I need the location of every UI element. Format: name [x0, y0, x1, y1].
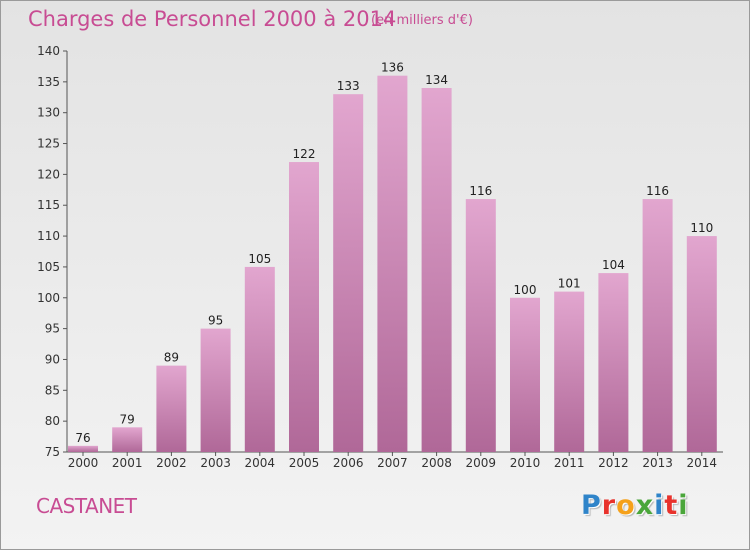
proxiti-logo: Proxiti — [581, 490, 689, 521]
data-label: 136 — [381, 61, 404, 75]
y-tick-label: 140 — [37, 44, 60, 58]
bar — [642, 199, 673, 452]
y-tick-label: 105 — [37, 260, 60, 274]
x-tick-label: 2007 — [377, 456, 408, 470]
bar — [68, 445, 98, 452]
y-tick-label: 95 — [45, 322, 60, 336]
logo-letter: o — [616, 490, 636, 521]
x-tick-label: 2006 — [333, 456, 364, 470]
bar — [465, 199, 496, 452]
bar — [686, 236, 717, 452]
y-tick-label: 125 — [37, 137, 60, 151]
bar — [421, 88, 452, 452]
bar — [112, 427, 143, 452]
data-label: 101 — [558, 277, 581, 291]
x-tick-label: 2001 — [112, 456, 143, 470]
x-tick-label: 2002 — [156, 456, 187, 470]
data-label: 104 — [602, 258, 625, 272]
y-tick-label: 85 — [45, 383, 60, 397]
bar — [244, 266, 275, 452]
data-label: 133 — [337, 79, 360, 93]
y-tick-label: 110 — [37, 229, 60, 243]
chart-labels: 2000 76 2001 79 2002 89 2003 95 2004 105 2005 122 20… — [68, 61, 717, 470]
chart-axes: 75 80 85 90 95 100 105 110 115 120 125 130 135 140 — [37, 44, 723, 459]
x-tick-label: 2003 — [200, 456, 231, 470]
chart-title: Charges de Personnel 2000 à 2014 — [28, 7, 397, 31]
x-tick-label: 2013 — [642, 456, 673, 470]
y-tick-label: 80 — [45, 414, 60, 428]
data-label: 89 — [164, 351, 179, 365]
y-tick-label: 130 — [37, 106, 60, 120]
bar — [156, 365, 187, 452]
commune-name: CASTANET — [36, 494, 137, 518]
bar — [333, 94, 364, 452]
bar — [200, 328, 231, 452]
x-tick-label: 2008 — [421, 456, 452, 470]
logo-letter: r — [601, 490, 617, 521]
data-label: 134 — [425, 73, 448, 87]
x-tick-label: 2004 — [245, 456, 276, 470]
chart-bars — [68, 75, 717, 453]
x-tick-label: 2009 — [466, 456, 497, 470]
x-tick-label: 2011 — [554, 456, 585, 470]
x-tick-label: 2014 — [687, 456, 718, 470]
bar — [554, 291, 585, 452]
x-tick-label: 2005 — [289, 456, 320, 470]
y-tick-label: 100 — [37, 291, 60, 305]
bar — [598, 273, 629, 452]
data-label: 76 — [75, 431, 90, 445]
y-tick-label: 135 — [37, 75, 60, 89]
data-label: 105 — [248, 252, 271, 266]
data-label: 122 — [293, 147, 316, 161]
logo-letter: i — [678, 490, 689, 521]
data-label: 116 — [469, 184, 492, 198]
logo-letter: i — [654, 490, 665, 521]
bar — [377, 75, 408, 452]
logo-letter: t — [664, 490, 679, 521]
data-label: 100 — [514, 283, 537, 297]
chart-subtitle: (en milliers d'€) — [371, 13, 473, 28]
y-tick-label: 115 — [37, 198, 60, 212]
data-label: 110 — [690, 221, 713, 235]
data-label: 79 — [120, 412, 135, 426]
x-tick-label: 2000 — [68, 456, 99, 470]
logo-letter: x — [635, 490, 655, 521]
y-tick-label: 90 — [45, 352, 60, 366]
bar — [289, 162, 319, 453]
data-label: 95 — [208, 314, 223, 328]
data-label: 116 — [646, 184, 669, 198]
bar — [510, 297, 540, 452]
x-tick-label: 2012 — [598, 456, 629, 470]
y-tick-label: 75 — [45, 445, 60, 459]
y-tick-label: 120 — [37, 167, 60, 181]
x-tick-label: 2010 — [510, 456, 541, 470]
logo-letter: P — [581, 490, 602, 521]
